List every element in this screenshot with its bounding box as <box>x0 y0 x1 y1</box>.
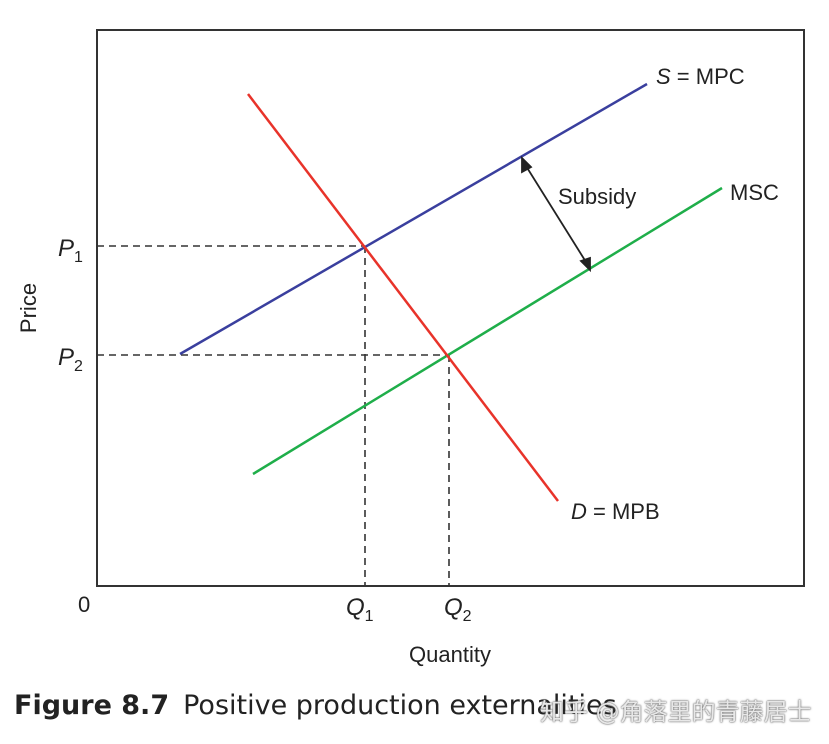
figure-caption: Figure 8.7 Positive production externalit… <box>14 690 617 721</box>
figure-title: Positive production externalities <box>183 690 617 721</box>
msc-label: MSC <box>730 180 779 205</box>
figure-number: Figure 8.7 <box>14 690 170 721</box>
subsidy-arrow <box>521 155 591 273</box>
q2-label: Q2 <box>444 594 472 625</box>
p1-label: P1 <box>58 235 83 266</box>
origin-label: 0 <box>78 592 90 617</box>
demand-mpb-label: D = MPB <box>571 499 660 524</box>
x-axis-label: Quantity <box>409 642 491 667</box>
p2-label: P2 <box>58 344 83 375</box>
q1-label: Q1 <box>346 594 374 625</box>
msc-line <box>252 186 723 476</box>
watermark: 知乎 @角落里的青藤居士 <box>540 698 812 726</box>
y-axis-label: Price <box>16 283 41 333</box>
supply-mpc-label: S = MPC <box>656 64 745 89</box>
plot-frame <box>96 29 805 587</box>
demand-mpb-line <box>247 93 559 502</box>
supply-mpc-line <box>179 82 648 356</box>
guide-lines <box>97 245 450 586</box>
subsidy-label: Subsidy <box>558 184 636 209</box>
